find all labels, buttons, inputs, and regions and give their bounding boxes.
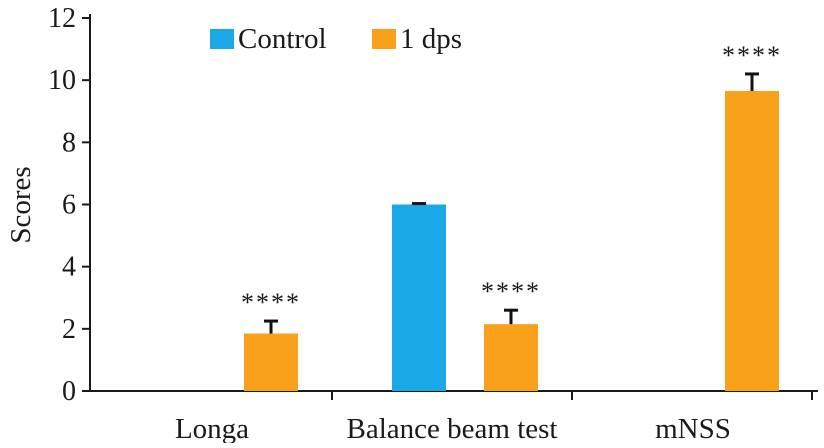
legend-swatch	[210, 29, 234, 49]
significance-label: ****	[722, 41, 782, 70]
y-tick-label: 2	[62, 314, 76, 345]
significance-label: ****	[481, 277, 541, 306]
bar	[244, 333, 298, 391]
legend-label: Control	[238, 23, 327, 55]
axes: 0 2 4 6 8 10 12 Longa Balance beam test mNSS	[48, 3, 818, 445]
bar	[725, 91, 779, 391]
y-tick-label: 10	[48, 65, 76, 96]
x-category-label: mNSS	[655, 413, 731, 443]
legend: Control 1 dps	[210, 23, 462, 55]
bars: **** **** ****	[241, 41, 782, 391]
x-category-label: Balance beam test	[347, 413, 558, 443]
y-tick-label: 8	[62, 127, 76, 158]
y-axis-title: Scores	[5, 166, 37, 243]
y-tick-label: 0	[62, 376, 76, 407]
bar	[484, 324, 538, 391]
y-tick-label: 4	[62, 252, 76, 283]
significance-label: ****	[241, 288, 301, 317]
y-tick-label: 12	[48, 3, 76, 34]
y-tick-label: 6	[62, 190, 76, 221]
legend-swatch	[372, 29, 396, 49]
legend-label: 1 dps	[400, 23, 462, 55]
x-category-label: Longa	[175, 413, 249, 443]
bar	[392, 204, 446, 391]
